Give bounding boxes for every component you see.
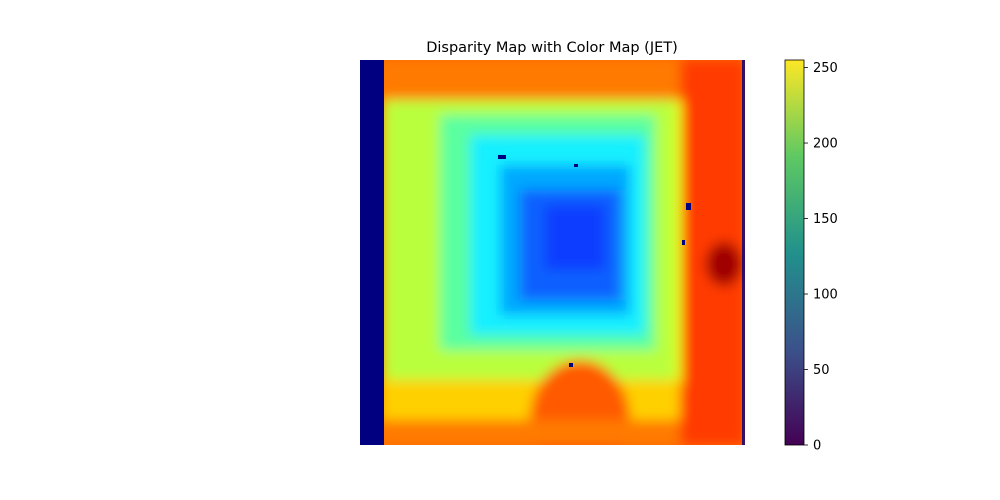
- region-bottom-orange: [380, 420, 680, 445]
- region-right-edge: [742, 60, 745, 445]
- colorbar-ticks: 0 50 100 150 200 250: [804, 61, 838, 454]
- artifact-dot: [569, 363, 573, 367]
- artifact-dot: [498, 155, 506, 159]
- artifact-dot: [682, 240, 685, 245]
- chart-title: Disparity Map with Color Map (JET): [426, 40, 678, 56]
- colorbar-gradient: [784, 59, 805, 446]
- colorbar: 0 50 100 150 200 250: [784, 59, 838, 454]
- colorbar-tick-label: 0: [813, 439, 821, 454]
- region-left-strip: [360, 60, 384, 445]
- region-deep-blue: [545, 205, 605, 270]
- region-top-band: [380, 60, 690, 100]
- artifact-dot: [686, 203, 691, 210]
- colorbar-tick-label: 50: [813, 363, 830, 378]
- colorbar-tick-label: 250: [813, 61, 838, 76]
- colorbar-tick-label: 100: [813, 288, 838, 303]
- disparity-image: [360, 60, 745, 445]
- colorbar-tick-label: 200: [813, 137, 838, 152]
- colorbar-tick-label: 150: [813, 212, 838, 227]
- region-dark-red-blob: [706, 242, 742, 286]
- artifact-dot: [574, 164, 578, 167]
